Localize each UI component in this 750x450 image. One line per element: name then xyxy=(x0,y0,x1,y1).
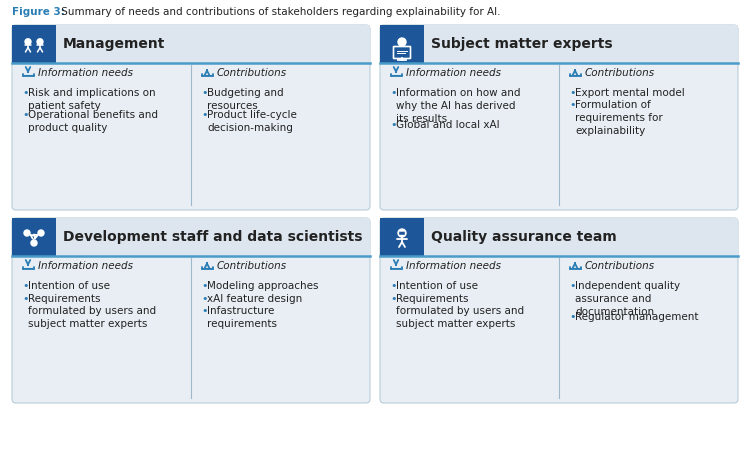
Text: Modeling approaches: Modeling approaches xyxy=(207,281,319,291)
Text: Development staff and data scientists: Development staff and data scientists xyxy=(63,230,362,244)
Text: •: • xyxy=(569,281,575,291)
FancyBboxPatch shape xyxy=(399,232,405,235)
Text: Product life-cycle
decision-making: Product life-cycle decision-making xyxy=(207,110,297,133)
FancyBboxPatch shape xyxy=(12,25,370,210)
Circle shape xyxy=(398,38,406,46)
Circle shape xyxy=(24,230,30,236)
Text: Summary of needs and contributions of stakeholders regarding explainability for : Summary of needs and contributions of st… xyxy=(58,7,500,17)
Text: •: • xyxy=(22,281,28,291)
Bar xyxy=(380,218,738,256)
Bar xyxy=(12,25,56,63)
Text: Information needs: Information needs xyxy=(38,68,133,78)
Text: Information on how and
why the AI has derived
its results: Information on how and why the AI has de… xyxy=(396,88,520,124)
Circle shape xyxy=(37,39,43,45)
Text: Management: Management xyxy=(63,37,165,51)
Text: Contributions: Contributions xyxy=(585,261,656,271)
Circle shape xyxy=(398,229,406,237)
Bar xyxy=(12,218,370,256)
Text: Subject matter experts: Subject matter experts xyxy=(431,37,613,51)
Text: •: • xyxy=(201,88,208,98)
Text: •: • xyxy=(569,312,575,323)
FancyBboxPatch shape xyxy=(380,25,738,210)
Text: Formulation of
requirements for
explainability: Formulation of requirements for explaina… xyxy=(575,100,663,136)
Circle shape xyxy=(38,230,44,236)
Text: •: • xyxy=(569,100,575,111)
Bar xyxy=(12,25,370,63)
Text: Information needs: Information needs xyxy=(406,68,501,78)
Text: Operational benefits and
product quality: Operational benefits and product quality xyxy=(28,110,158,133)
Text: Contributions: Contributions xyxy=(585,68,656,78)
Text: Information needs: Information needs xyxy=(38,261,133,271)
Text: Information needs: Information needs xyxy=(406,261,501,271)
Bar xyxy=(380,25,738,63)
Bar xyxy=(380,25,424,63)
Bar xyxy=(380,218,424,256)
Text: Requirements
formulated by users and
subject matter experts: Requirements formulated by users and sub… xyxy=(28,293,156,329)
Text: Intention of use: Intention of use xyxy=(396,281,478,291)
Circle shape xyxy=(25,39,31,45)
Text: •: • xyxy=(201,110,208,120)
Text: •: • xyxy=(22,88,28,98)
Text: Independent quality
assurance and
documentation: Independent quality assurance and docume… xyxy=(575,281,680,317)
Text: Global and local xAI: Global and local xAI xyxy=(396,120,500,130)
Text: •: • xyxy=(22,293,28,303)
Text: xAI feature design: xAI feature design xyxy=(207,293,302,303)
Text: Intention of use: Intention of use xyxy=(28,281,110,291)
Text: Figure 3:: Figure 3: xyxy=(12,7,64,17)
Text: •: • xyxy=(201,306,208,316)
Text: Regulator management: Regulator management xyxy=(575,312,698,323)
Text: •: • xyxy=(390,88,397,98)
FancyBboxPatch shape xyxy=(380,218,738,403)
Text: •: • xyxy=(569,88,575,98)
Text: •: • xyxy=(390,281,397,291)
Text: Infastructure
requirements: Infastructure requirements xyxy=(207,306,277,329)
Text: Quality assurance team: Quality assurance team xyxy=(431,230,616,244)
Text: •: • xyxy=(201,281,208,291)
Text: Export mental model: Export mental model xyxy=(575,88,685,98)
Circle shape xyxy=(31,240,37,246)
Text: •: • xyxy=(390,293,397,303)
Bar xyxy=(12,218,56,256)
Text: •: • xyxy=(201,293,208,303)
Text: Contributions: Contributions xyxy=(217,68,287,78)
Text: Requirements
formulated by users and
subject matter experts: Requirements formulated by users and sub… xyxy=(396,293,524,329)
FancyBboxPatch shape xyxy=(12,218,370,403)
Text: •: • xyxy=(22,110,28,120)
Text: Risk and implications on
patient safety: Risk and implications on patient safety xyxy=(28,88,156,111)
Text: •: • xyxy=(390,120,397,130)
Text: Budgeting and
resources: Budgeting and resources xyxy=(207,88,284,111)
Text: Contributions: Contributions xyxy=(217,261,287,271)
